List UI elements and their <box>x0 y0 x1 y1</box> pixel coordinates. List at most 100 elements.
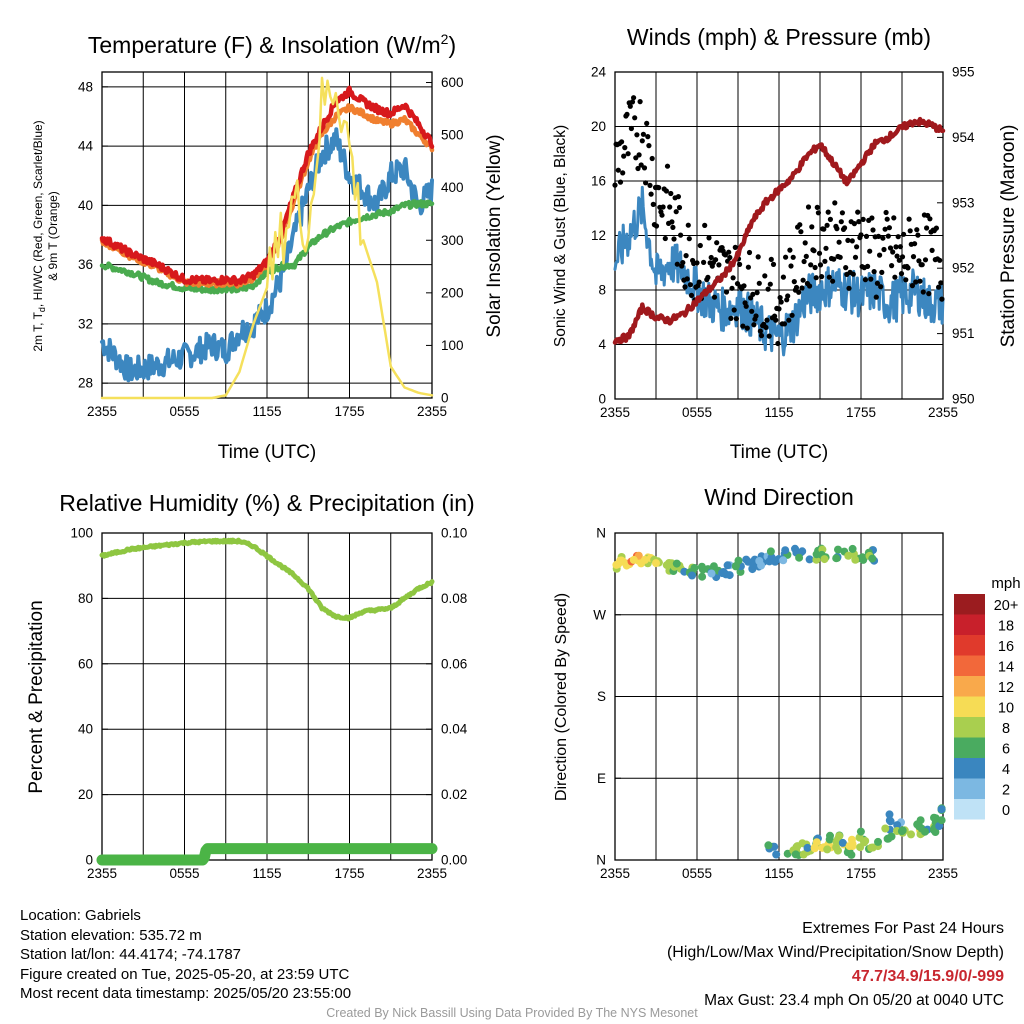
direction-point <box>820 555 829 564</box>
legend-swatch <box>954 737 985 758</box>
gust-point <box>886 225 893 231</box>
direction-point <box>867 843 876 852</box>
gust-point <box>821 226 827 232</box>
gust-point <box>815 210 822 216</box>
legend-label: 16 <box>998 639 1014 655</box>
gust-point <box>814 204 820 210</box>
y-tick-label: 40 <box>78 722 93 737</box>
gust-point <box>744 325 750 331</box>
legend-swatch <box>954 614 985 635</box>
direction-point <box>826 831 834 840</box>
gust-point <box>714 240 720 246</box>
gust-point <box>805 204 812 210</box>
gust-point <box>684 276 690 282</box>
direction-point <box>893 821 902 830</box>
direction-point <box>781 546 790 555</box>
gust-point <box>728 315 734 321</box>
gust-point <box>822 258 828 264</box>
y2-tick-label: 600 <box>441 75 464 90</box>
gust-point <box>643 180 649 186</box>
gust-point <box>778 299 784 305</box>
direction-point <box>858 553 867 562</box>
gust-point <box>753 313 759 319</box>
gust-point <box>890 249 896 255</box>
gust-point <box>899 254 906 260</box>
gust-point <box>817 262 824 268</box>
gust-point <box>812 264 818 271</box>
gust-point <box>856 219 862 225</box>
gust-point <box>920 289 926 295</box>
gust-point <box>737 261 743 267</box>
gust-point <box>912 241 918 247</box>
direction-point <box>803 843 812 852</box>
wind-speed-line <box>613 185 945 357</box>
legend-label: 8 <box>1002 721 1010 737</box>
y2-tick-label: 400 <box>441 180 464 195</box>
gust-point <box>673 209 679 215</box>
y-tick-label: 24 <box>591 65 607 80</box>
gust-point <box>786 317 792 323</box>
gust-point <box>937 257 943 263</box>
gust-point <box>775 340 781 347</box>
direction-point <box>834 545 842 554</box>
gust-point <box>887 245 894 251</box>
direction-point <box>707 569 716 578</box>
gust-point <box>832 200 838 206</box>
gust-point <box>754 290 760 296</box>
gust-point <box>901 231 907 237</box>
y2-tick-label: 200 <box>441 285 464 300</box>
gust-point <box>845 237 851 243</box>
gust-point <box>919 262 925 268</box>
legend-label: 12 <box>998 680 1014 696</box>
y-tick-label: 40 <box>78 198 93 213</box>
gust-point <box>905 265 911 271</box>
info-latlon: Station lat/lon: 44.4174; -74.1787 <box>20 946 242 963</box>
gust-point <box>644 120 650 126</box>
gust-point <box>780 274 787 280</box>
gust-point <box>882 226 888 232</box>
gust-point <box>637 99 643 105</box>
y2-tick-label: 955 <box>952 65 975 80</box>
gust-point <box>936 284 942 290</box>
gust-point <box>641 165 648 171</box>
y-tick-label: 44 <box>78 139 94 154</box>
gust-point <box>910 254 917 260</box>
gust-point <box>685 222 691 228</box>
gust-point <box>731 307 737 313</box>
gust-point <box>896 257 902 263</box>
gust-point <box>824 222 830 228</box>
direction-point <box>697 562 706 571</box>
x-tick-label: 2355 <box>87 866 117 881</box>
gust-point <box>687 282 694 288</box>
direction-point <box>907 830 915 839</box>
gust-point <box>757 328 764 334</box>
direction-point <box>848 840 857 848</box>
legend-swatch <box>954 676 985 697</box>
direction-point <box>874 837 882 846</box>
gust-point <box>854 244 860 250</box>
gust-point <box>842 225 848 231</box>
legend-swatch <box>954 696 985 717</box>
gust-point <box>858 232 864 238</box>
direction-point <box>838 838 847 847</box>
gust-point <box>636 152 642 158</box>
gust-point <box>756 280 762 286</box>
y2-tick-label: 500 <box>441 128 464 143</box>
gust-point <box>680 260 686 266</box>
y-tick-label: W <box>593 607 606 622</box>
y2-tick-label: 0.06 <box>441 656 467 671</box>
gust-point <box>773 317 779 323</box>
gust-point <box>620 170 626 176</box>
gust-point <box>674 261 680 267</box>
gust-point <box>909 283 916 289</box>
gust-point <box>836 239 842 245</box>
gust-point <box>917 278 923 284</box>
x-tick-label: 1755 <box>846 866 876 881</box>
panel-title-direction: Wind Direction <box>704 484 854 510</box>
y2-tick-label: 0.10 <box>441 526 467 541</box>
y-tick-label: 20 <box>78 787 93 802</box>
gust-point <box>683 253 689 259</box>
gust-point <box>669 219 675 225</box>
gust-point <box>916 258 922 264</box>
y-tick-label: E <box>597 771 606 786</box>
